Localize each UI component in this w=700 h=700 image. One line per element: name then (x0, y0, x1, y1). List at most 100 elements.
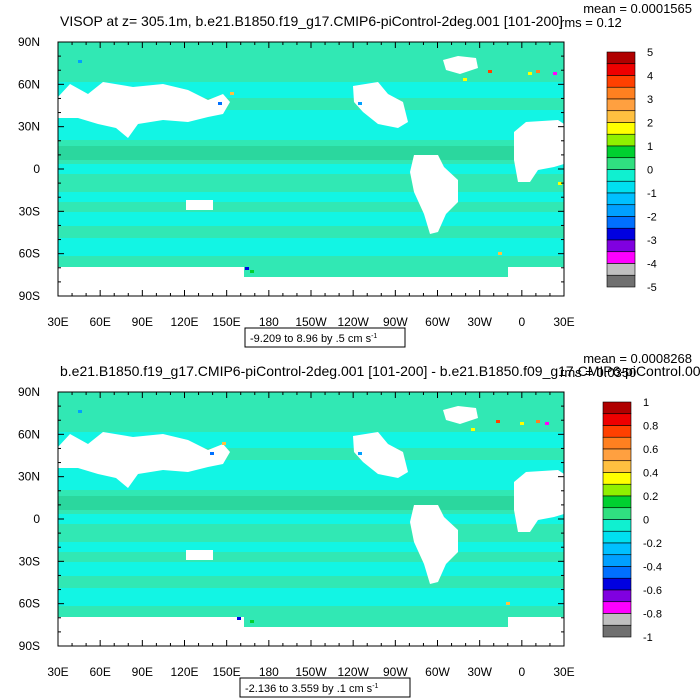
panel-1-speckle (245, 267, 249, 270)
panel-1-colorbar-swatch (606, 192, 636, 206)
panel-2-colorbar-label: -1 (643, 632, 653, 644)
panel-2-y-tick-label: 30S (19, 554, 40, 568)
panel-1-field-band (58, 192, 564, 202)
panel-2-land-region (58, 432, 230, 488)
panel-2-colorbar-swatch (602, 460, 632, 473)
panel-1-field-band (58, 212, 564, 226)
panel-2-x-tick-label: 120E (170, 665, 198, 679)
panel-1-y-tick-label: 90N (18, 35, 40, 49)
panel-2-x-tick-label: 120W (337, 665, 369, 679)
panel-2-colorbar: 1 0.8 0.6 0.4 0.2 0 -0.2 -0.4 -0.6 -0.8 -1 (602, 397, 662, 644)
panel-2-x-tick-label: 60W (425, 665, 450, 679)
panel-1-x-tick-label: 60W (425, 315, 450, 329)
panel-2-x-tick-label: 60E (89, 665, 110, 679)
panel-1-x-tick-label: 150E (213, 315, 241, 329)
panel-2-title: b.e21.B1850.f19_g17.CMIP6-piControl-2deg… (60, 363, 700, 379)
panel-2-speckle (506, 602, 510, 605)
panel-2-land-region (58, 617, 244, 646)
panel-2-colorbar-swatch (602, 589, 632, 603)
panel-1-x-tick-label: 60E (89, 315, 110, 329)
panel-1-colorbar-label: -4 (647, 259, 657, 271)
panel-1-land-region (353, 82, 408, 128)
panel-1-colorbar-swatch (606, 239, 636, 253)
panel-1-land-region (410, 155, 458, 234)
panel-1-land-region (58, 267, 244, 296)
panel-2-speckle (210, 452, 214, 455)
panel-1-field-band (58, 238, 564, 256)
panel-1-colorbar-swatch (606, 204, 636, 217)
panel-2-contour-info-box (239, 677, 411, 698)
panel-2-speckle (237, 617, 241, 620)
panel-2-land-region (443, 406, 478, 424)
panel-1-land-region (514, 120, 564, 182)
panel-1-x-tick-label: 150W (295, 315, 327, 329)
panel-2-x-tick-label: 150W (295, 665, 327, 679)
panel-2-x-axis: 30E 60E 90E 120E 150E 180 150W 120W 90W 60W 30W 0 30… (47, 392, 575, 679)
panel-1-mean: mean = 0.0001565 (583, 1, 692, 16)
panel-2-x-tick-label: 30E (47, 665, 68, 679)
panel-2-x-tick-label: 90W (383, 665, 408, 679)
panel-1-x-tick-label: 180 (259, 315, 279, 329)
panel-2-y-tick-label: 60S (19, 597, 40, 611)
panel-1-speckle (230, 92, 234, 95)
panel-1-colorbar-label: 5 (647, 47, 653, 59)
panel-1-y-tick-label: 30S (19, 204, 40, 218)
panel-1-x-tick-label: 30E (47, 315, 68, 329)
panel-2-colorbar-label: -0.6 (643, 585, 662, 597)
panel-2-x-tick-label: 30E (553, 665, 574, 679)
panel-1-colorbar: 5 4 3 2 1 0 -1 -2 -3 -4 -5 (606, 47, 657, 294)
panel-1: VISOP at z= 305.1m, b.e21.B1850.f19_g17.… (18, 1, 692, 348)
panel-1-speckle (463, 78, 467, 81)
panel-1-colorbar-label: 0 (647, 165, 653, 177)
panel-2-colorbar-swatch (602, 542, 632, 556)
panel-2-land-region (353, 432, 408, 478)
panel-1-land-mask (58, 56, 564, 296)
panel-2-colorbar-swatch (602, 483, 632, 497)
panel-1-y-axis: 90N 60N 30N 0 30S 60S 90S (18, 35, 564, 303)
panel-2-y-tick-label: 90N (18, 385, 40, 399)
panel-2-rms: rms = 0.0350 (560, 365, 636, 380)
panel-1-colorbar-label: -1 (647, 188, 657, 200)
panel-2-colorbar-swatch (602, 554, 632, 567)
panel-2-x-tick-label: 30W (467, 665, 492, 679)
panel-2-speckle (536, 420, 540, 423)
panel-2-colorbar-swatch (602, 601, 632, 614)
panel-2-y-tick-label: 0 (33, 512, 40, 526)
panel-2-colorbar-swatch (602, 577, 632, 591)
panel-1-speckle (78, 60, 82, 63)
panel-1-speckle (488, 70, 492, 73)
panel-1-colorbar-swatch (606, 157, 636, 170)
panel-1-field-band (58, 256, 564, 267)
panel-2-colorbar-swatch (602, 413, 632, 426)
panel-2-colorbar-swatch (602, 624, 632, 638)
panel-1-land-region (508, 267, 564, 296)
panel-1-x-tick-label: 120E (170, 315, 198, 329)
panel-2-field-band (58, 588, 564, 606)
panel-1-colorbar-label: 2 (647, 118, 653, 130)
panel-1-contour-info: -9.209 to 8.96 by .5 cm s-1 (250, 333, 377, 345)
panel-2-colorbar-label: 0.4 (643, 468, 658, 480)
panel-1-colorbar-swatch (606, 51, 636, 65)
panel-1-y-tick-label: 60S (19, 247, 40, 261)
panel-1-colorbar-swatch (606, 263, 636, 276)
panel-1-colorbar-label: 1 (647, 141, 653, 153)
panel-2-colorbar-swatch (602, 436, 632, 450)
panel-2-speckle (471, 428, 475, 431)
panel-1-map (58, 42, 564, 296)
panel-2-land-mask (58, 406, 564, 646)
panel-2-land-region (244, 627, 508, 646)
panel-1-colorbar-swatch (606, 227, 636, 241)
panel-1-y-tick-label: 30N (18, 120, 40, 134)
panel-1-field-band (58, 164, 564, 174)
panel-1-contour-info-box (244, 327, 406, 348)
panel-2-speckle (222, 442, 226, 445)
panel-1-x-tick-label: 90W (383, 315, 408, 329)
panel-2-speckle (358, 452, 362, 455)
panel-2-land-region (508, 617, 564, 646)
panel-2-colorbar-label: -0.8 (643, 609, 662, 621)
panel-2-land-region (514, 470, 564, 532)
panel-2-anomaly-speckles (78, 410, 549, 623)
panel-1-colorbar-label: -2 (647, 212, 657, 224)
panel-1-speckle (250, 270, 254, 273)
